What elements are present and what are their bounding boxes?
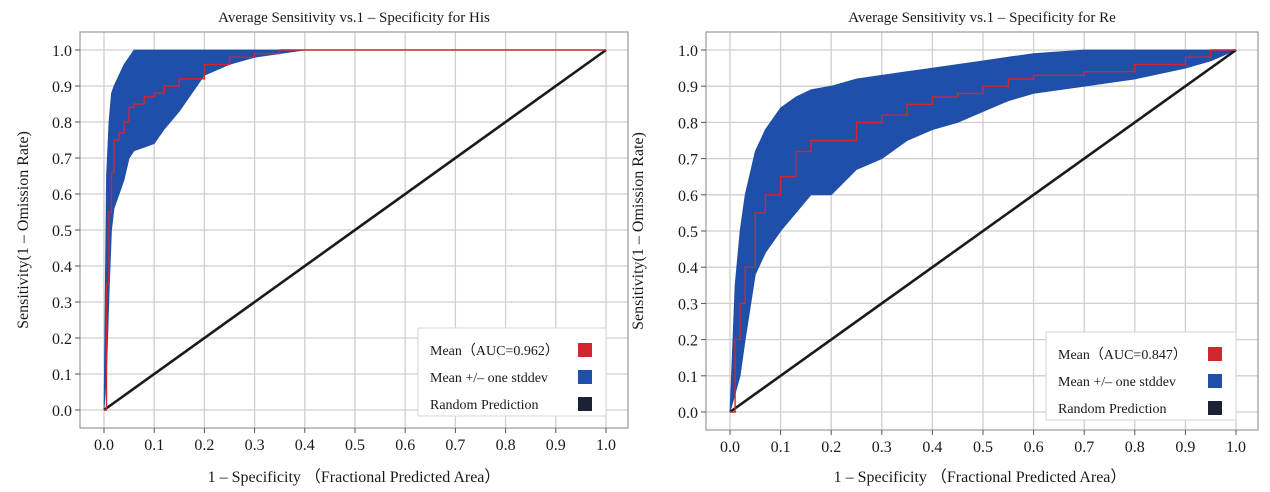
x-tick-label: 0.1 xyxy=(144,437,164,454)
chart-re: Average Sensitivity vs.1 – Specificity f… xyxy=(630,10,1259,486)
x-tick-label: 1.0 xyxy=(596,437,616,454)
legend-swatch-random xyxy=(578,397,592,411)
chart-his: Average Sensitivity vs.1 – Specificity f… xyxy=(15,10,629,486)
y-tick-label: 0.6 xyxy=(678,188,698,205)
y-tick-label: 0.7 xyxy=(52,151,72,168)
legend-swatch-stddev xyxy=(1208,374,1222,388)
y-tick-label: 0.2 xyxy=(52,331,72,348)
legend-label: Mean（AUC=0.847） xyxy=(1058,347,1187,363)
x-tick-label: 0.4 xyxy=(922,439,942,456)
x-tick-label: 0.9 xyxy=(1175,439,1195,456)
legend: Mean（AUC=0.847） Mean +/– one stddev Random… xyxy=(1045,331,1237,421)
chart-title: Average Sensitivity vs.1 – Specificity f… xyxy=(848,10,1116,26)
x-tick-label: 1.0 xyxy=(1226,439,1246,456)
stddev-band xyxy=(103,49,606,411)
legend-swatch-mean xyxy=(578,343,592,357)
x-tick-label: 0.4 xyxy=(295,437,315,454)
y-tick-label: 0.3 xyxy=(52,295,72,312)
x-tick-label: 0.0 xyxy=(720,439,740,456)
x-tick-label: 0.3 xyxy=(872,439,892,456)
x-tick-label: 0.5 xyxy=(345,437,365,454)
y-tick-label: 0.0 xyxy=(678,405,698,422)
y-tick-label: 0.5 xyxy=(678,224,698,241)
x-axis-label: 1 – Specificity （Fractional Predicted Ar… xyxy=(208,468,501,486)
y-tick-label: 0.1 xyxy=(52,367,72,384)
x-tick-label: 0.7 xyxy=(445,437,465,454)
x-tick-label: 0.6 xyxy=(1024,439,1044,456)
x-tick-label: 0.5 xyxy=(973,439,993,456)
legend-box xyxy=(1045,331,1237,421)
x-tick-label: 0.8 xyxy=(496,437,516,454)
y-tick-label: 0.8 xyxy=(678,115,698,132)
x-tick-label: 0.2 xyxy=(821,439,841,456)
x-tick-label: 0.2 xyxy=(194,437,214,454)
y-tick-label: 0.8 xyxy=(52,115,72,132)
y-tick-label: 0.4 xyxy=(678,260,698,277)
legend-label: Random Prediction xyxy=(430,398,539,413)
y-tick-label: 0.0 xyxy=(52,403,72,420)
y-axis-label: Sensitivity(1 – Omission Rate) xyxy=(630,132,647,330)
legend-label: Mean（AUC=0.962） xyxy=(430,343,559,359)
legend-swatch-random xyxy=(1208,401,1222,415)
y-tick-label: 0.6 xyxy=(52,187,72,204)
y-tick-label: 0.5 xyxy=(52,223,72,240)
y-tick-label: 1.0 xyxy=(678,43,698,60)
legend-box xyxy=(417,327,607,417)
x-tick-label: 0.0 xyxy=(94,437,114,454)
y-tick-label: 0.3 xyxy=(678,296,698,313)
y-tick-label: 0.9 xyxy=(678,79,698,96)
x-tick-label: 0.1 xyxy=(771,439,791,456)
x-axis-label: 1 – Specificity （Fractional Predicted Ar… xyxy=(834,468,1127,486)
y-tick-label: 1.0 xyxy=(52,43,72,60)
random-prediction-line xyxy=(103,48,607,412)
chart-title: Average Sensitivity vs.1 – Specificity f… xyxy=(218,10,490,26)
x-tick-label: 0.6 xyxy=(395,437,415,454)
legend-swatch-stddev xyxy=(578,370,592,384)
y-tick-label: 0.9 xyxy=(52,79,72,96)
legend-label: Random Prediction xyxy=(1058,402,1167,417)
legend-swatch-mean xyxy=(1208,347,1222,361)
legend-label: Mean +/– one stddev xyxy=(1058,375,1176,390)
x-tick-label: 0.9 xyxy=(546,437,566,454)
legend: Mean（AUC=0.962） Mean +/– one stddev Random… xyxy=(417,327,607,417)
y-tick-label: 0.7 xyxy=(678,152,698,169)
y-axis-label: Sensitivity(1 – Omission Rate) xyxy=(15,131,32,329)
mean-roc-line xyxy=(730,49,1236,413)
legend-label: Mean +/– one stddev xyxy=(430,371,548,386)
random-prediction-line xyxy=(729,48,1237,414)
x-tick-label: 0.8 xyxy=(1125,439,1145,456)
y-tick-label: 0.4 xyxy=(52,259,72,276)
y-tick-label: 0.1 xyxy=(678,369,698,386)
x-tick-label: 0.7 xyxy=(1074,439,1094,456)
mean-roc-line xyxy=(104,49,606,411)
x-tick-label: 0.3 xyxy=(245,437,265,454)
y-tick-label: 0.2 xyxy=(678,333,698,350)
